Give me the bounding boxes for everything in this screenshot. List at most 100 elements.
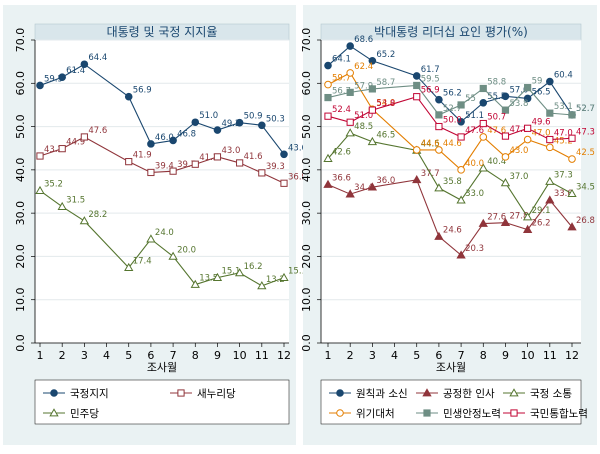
data-point: [546, 77, 554, 86]
data-point: [212, 272, 223, 281]
data-label: 37.0: [509, 172, 528, 182]
data-point: [501, 92, 510, 101]
y-tick-label: 30.0: [300, 201, 313, 226]
data-point: [501, 106, 510, 114]
data-point: [58, 73, 66, 82]
x-tick-label: 6: [147, 349, 154, 362]
left-y-axis: 0.0 10.0 20.0 30.0 40.0 50.0 60.0 70.0: [14, 28, 36, 352]
data-label: 41.9: [133, 151, 152, 161]
data-point: [190, 279, 200, 288]
data-point: [413, 81, 421, 90]
data-point: [368, 106, 376, 114]
data-label: 20.3: [465, 244, 484, 254]
x-tick-label: 5: [413, 349, 420, 362]
data-point: [367, 136, 378, 146]
left-panel: 대통령 및 국정 지지율 0.010.020.030.040.050.060.0…: [3, 5, 307, 445]
data-point: [524, 124, 532, 132]
data-label: 61.7: [421, 65, 440, 75]
right-x-axis-label: 조사월: [436, 361, 466, 374]
data-label: 58.8: [487, 77, 506, 87]
y-tick-label: 60.0: [300, 71, 313, 96]
legend-item: 국정 소통: [503, 388, 572, 400]
x-tick-label: 2: [59, 349, 66, 362]
data-point: [435, 111, 443, 119]
left-x-axis-label: 조사월: [147, 361, 177, 374]
data-label: 59.5: [44, 74, 63, 84]
x-tick-label: 4: [103, 349, 110, 362]
data-point: [147, 140, 155, 148]
x-tick-label: 2: [347, 349, 354, 362]
legend-swatch-marker: [422, 388, 432, 397]
legend-item: 국민통합노력: [503, 408, 588, 420]
y-tick-label: 20.0: [300, 244, 313, 269]
data-point: [57, 201, 67, 210]
legend-label: 국정 소통: [530, 388, 572, 400]
series-3: 35.231.528.217.424.020.013.515.1 16.213.2…: [35, 180, 307, 290]
y-tick-label: 70.0: [14, 28, 27, 53]
x-tick-label: 7: [458, 349, 465, 362]
data-label: 42.6: [332, 148, 351, 158]
legend-swatch-marker: [510, 409, 518, 417]
legend-label: 민생안정노력: [443, 408, 501, 420]
data-point: [546, 143, 554, 152]
data-point: [346, 88, 354, 96]
legend-item: 민생안정노력: [416, 408, 501, 420]
data-point: [501, 153, 510, 161]
data-point: [568, 111, 576, 119]
legend-swatch-marker: [177, 389, 185, 397]
left-series-group: 59.561.464.4 56.9 46.0 46.851.049.2 50.9 50.3…: [35, 53, 307, 290]
data-label: 41.3: [199, 153, 218, 163]
y-tick-label: 30.0: [14, 201, 27, 226]
data-label: 16.2: [244, 262, 263, 272]
data-label: 50.7: [487, 113, 506, 123]
data-label: 44.6: [443, 139, 462, 149]
data-point: [545, 176, 555, 185]
x-tick-label: 3: [81, 349, 88, 362]
data-label: 47.6: [88, 126, 107, 136]
data-label: 46.8: [177, 129, 196, 139]
data-label: 59.7: [332, 74, 351, 84]
x-tick-label: 10: [233, 349, 247, 362]
data-point: [478, 218, 488, 227]
data-label: 44.9: [66, 138, 85, 148]
data-point: [257, 281, 267, 290]
data-point: [546, 109, 554, 117]
right-panel: 박대통령 리더십 요인 평가(%) 0.010.020.030.040.050.…: [300, 5, 597, 445]
data-point: [79, 216, 90, 225]
data-label: 51.0: [199, 111, 218, 121]
data-label: 51.0: [354, 111, 373, 121]
data-point: [435, 146, 443, 154]
data-label: 36.0: [376, 176, 395, 186]
data-point: [258, 169, 266, 177]
data-point: [522, 224, 533, 233]
data-point: [345, 128, 355, 137]
data-label: 43.2: [44, 145, 63, 155]
data-label: 34.5: [576, 183, 595, 193]
data-label: 43.6: [288, 143, 307, 153]
data-label: 34.4: [354, 183, 373, 193]
series-1: 59.561.464.4 56.9 46.0 46.851.049.2 50.9 50.3…: [36, 53, 307, 159]
y-tick-label: 0.0: [14, 334, 27, 352]
data-label: 35.2: [44, 180, 63, 190]
data-label: 55.5: [487, 92, 506, 102]
legend-label: 민주당: [70, 408, 99, 420]
data-point: [434, 231, 444, 240]
data-point: [435, 122, 443, 131]
data-point: [457, 133, 465, 141]
data-point: [524, 84, 532, 92]
x-tick-label: 4: [391, 349, 398, 362]
data-point: [323, 153, 333, 162]
data-point: [567, 188, 577, 198]
data-label: 47.6: [465, 126, 484, 136]
data-label: 43.0: [509, 146, 528, 156]
data-label: 39.7: [177, 160, 196, 170]
data-label: 33.0: [554, 189, 573, 199]
data-label: 17.4: [133, 257, 152, 267]
data-point: [500, 178, 511, 187]
legend-swatch-marker: [336, 389, 344, 397]
x-tick-label: 7: [170, 349, 177, 362]
x-tick-label: 12: [277, 349, 291, 362]
